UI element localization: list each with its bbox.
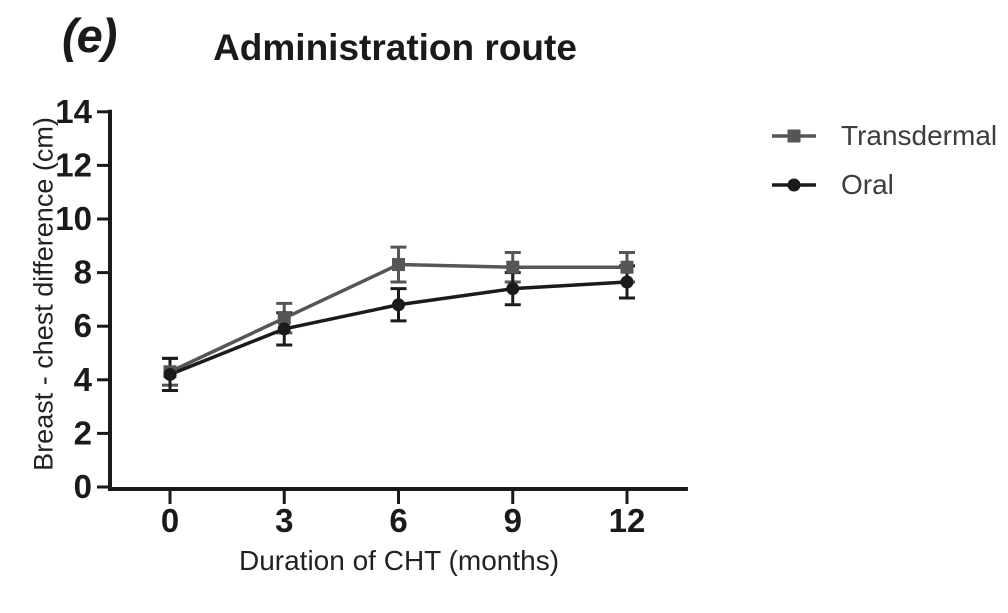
marker-transdermal: [277, 311, 291, 325]
marker-transdermal: [506, 260, 520, 274]
marker-oral: [277, 322, 291, 336]
y-tick-label: 10: [55, 200, 92, 237]
legend-item-label: Transdermal: [841, 120, 998, 151]
y-tick-label: 4: [74, 361, 93, 398]
y-tick-label: 2: [74, 414, 92, 451]
legend-item-label: Oral: [841, 169, 894, 200]
marker-oral: [506, 282, 520, 296]
marker-oral: [620, 275, 634, 289]
y-tick-label: 6: [74, 307, 92, 344]
marker-transdermal: [391, 258, 405, 272]
y-tick-label: 0: [74, 468, 92, 505]
chart-title: Administration route: [213, 27, 577, 68]
x-tick-label: 6: [389, 502, 407, 539]
x-tick-label: 0: [161, 502, 179, 539]
legend-item-oral: Oral: [772, 169, 997, 201]
figure-label: (e): [62, 9, 117, 62]
marker-transdermal: [620, 260, 634, 274]
legend: Transdermal Oral: [772, 120, 997, 201]
marker-oral: [163, 367, 177, 381]
x-tick-label: 9: [504, 502, 522, 539]
square-marker-icon: [772, 129, 816, 143]
x-tick-label: 12: [609, 502, 646, 539]
y-tick-label: 12: [55, 146, 92, 183]
x-tick-label: 3: [275, 502, 293, 539]
circle-marker-icon: [772, 178, 816, 192]
legend-item-transdermal: Transdermal: [772, 120, 997, 152]
y-tick-label: 8: [74, 254, 92, 291]
y-tick-label: 14: [55, 93, 92, 130]
marker-oral: [391, 298, 405, 312]
x-axis-label: Duration of CHT (months): [238, 545, 560, 576]
